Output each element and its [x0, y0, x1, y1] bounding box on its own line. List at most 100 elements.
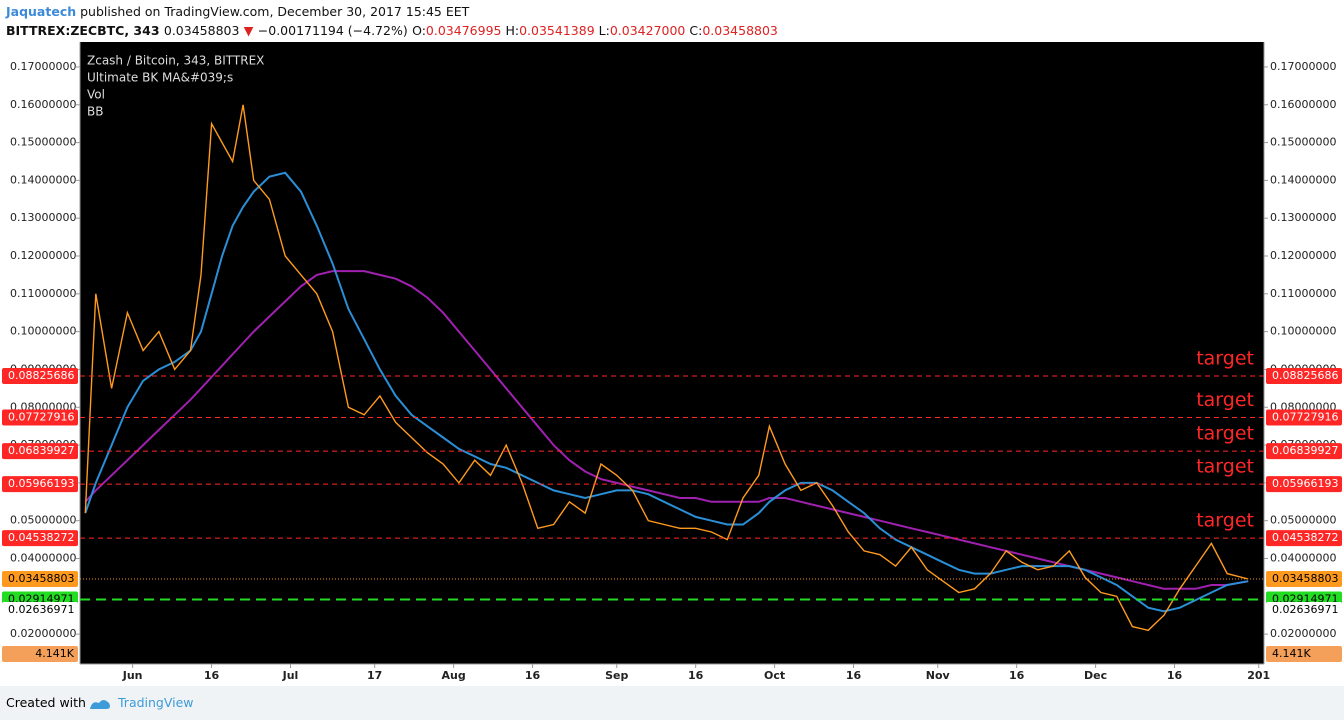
- symbol: BITTREX:ZECBTC, 343: [6, 23, 160, 38]
- c-label: C:: [689, 23, 703, 38]
- x-tick-label: 16: [846, 669, 862, 682]
- y-tick-label: 0.16000000: [10, 98, 76, 111]
- header-line: Jaquatech published on TradingView.com, …: [6, 2, 778, 21]
- price-label-box: [1266, 368, 1342, 385]
- y-tick-label: 0.17000000: [10, 60, 76, 73]
- target-note: target: [1196, 423, 1254, 445]
- volume-label-box: [2, 646, 78, 662]
- footer: Created with TradingView: [0, 686, 1344, 720]
- price-label: 0.02636971: [1272, 603, 1338, 616]
- price-label: 0.07727916: [1272, 411, 1338, 424]
- logo: [90, 700, 110, 709]
- price-label: 0.04538272: [1272, 531, 1338, 544]
- legend-line: Zcash / Bitcoin, 343, BITTREX: [87, 54, 264, 68]
- x-tick-label: Sep: [605, 669, 628, 682]
- header: Jaquatech published on TradingView.com, …: [6, 2, 778, 40]
- target-note: target: [1196, 456, 1254, 478]
- price-label-box: [1266, 570, 1342, 587]
- price-label-box: [2, 368, 78, 385]
- volume-label-box: [1266, 646, 1342, 662]
- close: 0.03458803: [702, 23, 778, 38]
- high: 0.03541389: [519, 23, 595, 38]
- x-tick-label: Jul: [282, 669, 299, 682]
- change: −0.00171194 (−4.72%): [257, 23, 408, 38]
- target-note: target: [1196, 510, 1254, 532]
- x-tick-label: 16: [525, 669, 541, 682]
- y-tick-label: 0.10000000: [1270, 325, 1336, 338]
- x-tick-label: Dec: [1084, 669, 1107, 682]
- y-tick-label: 0.04000000: [10, 552, 76, 565]
- x-tick-label: 16: [688, 669, 704, 682]
- o-label: O:: [412, 23, 426, 38]
- price-label: 0.06839927: [8, 444, 74, 457]
- x-tick-label: Jun: [122, 669, 143, 682]
- arrow: ▼: [243, 23, 254, 38]
- brand[interactable]: TradingView: [118, 695, 194, 710]
- created-with: Created with: [6, 695, 86, 710]
- x-tick-label: 16: [1167, 669, 1183, 682]
- price-label: 0.08825686: [1272, 369, 1338, 382]
- l-label: L:: [598, 23, 610, 38]
- price-label: 0.05966193: [8, 477, 74, 490]
- x-tick-label: Aug: [442, 669, 466, 682]
- open: 0.03476995: [425, 23, 502, 38]
- y-tick-label: 0.02000000: [10, 627, 76, 640]
- y-tick-label: 0.12000000: [10, 249, 76, 262]
- price-label-box: [2, 570, 78, 587]
- y-tick-label: 0.04000000: [1270, 552, 1336, 565]
- price-label-box: [2, 409, 78, 426]
- price-label: 0.03458803: [1272, 572, 1338, 585]
- y-tick-label: 0.16000000: [1270, 98, 1336, 111]
- price-label: 0.06839927: [1272, 444, 1338, 457]
- price-label-box: [1266, 409, 1342, 426]
- y-tick-label: 0.15000000: [1270, 136, 1336, 149]
- price-label-box: [1266, 443, 1342, 460]
- x-tick-label: 17: [367, 669, 382, 682]
- series-line: [84, 270, 1249, 590]
- y-tick-label: 0.02000000: [1270, 627, 1336, 640]
- x-tick-label: Oct: [764, 669, 785, 682]
- price-label-box: [1266, 602, 1342, 619]
- price-label: 0.04538272: [8, 531, 74, 544]
- x-tick-label: 16: [1009, 669, 1025, 682]
- price-label: 0.07727916: [8, 411, 74, 424]
- y-tick-label: 0.14000000: [1270, 173, 1336, 186]
- volume-label: 4.141K: [35, 647, 74, 660]
- quote-line: BITTREX:ZECBTC, 343 0.03458803 ▼ −0.0017…: [6, 21, 778, 40]
- y-tick-label: 0.13000000: [10, 211, 76, 224]
- h-label: H:: [505, 23, 520, 38]
- chart: 0.02000000 0.02000000 0.04000000 0.04000000…: [2, 42, 1342, 682]
- price-label: 0.05966193: [1272, 477, 1338, 490]
- target-note: target: [1196, 389, 1254, 411]
- legend-line: Vol: [87, 88, 105, 102]
- price-label-box: [1266, 530, 1342, 547]
- x-tick-label: 201: [1247, 669, 1270, 682]
- price-label: 0.02636971: [8, 603, 74, 616]
- price-label-box: [2, 602, 78, 619]
- y-tick-label: 0.12000000: [1270, 249, 1336, 262]
- y-tick-label: 0.11000000: [1270, 287, 1336, 300]
- author[interactable]: Jaquatech: [6, 4, 77, 19]
- target-note: target: [1196, 348, 1254, 370]
- series-line: [84, 171, 1249, 613]
- plot-area: [80, 42, 1264, 664]
- y-tick-label: 0.05000000: [10, 514, 76, 527]
- x-tick-label: Nov: [926, 669, 951, 682]
- price-label-box: [1266, 476, 1342, 493]
- low: 0.03427000: [609, 23, 686, 38]
- y-tick-label: 0.13000000: [1270, 211, 1336, 224]
- price-label: 0.08825686: [8, 369, 74, 382]
- y-tick-label: 0.11000000: [10, 287, 76, 300]
- price-label: 0.03458803: [8, 572, 74, 585]
- legend-line: BB: [87, 105, 103, 119]
- y-tick-label: 0.15000000: [10, 136, 76, 149]
- series-line: [84, 104, 1249, 632]
- x-tick-label: 16: [204, 669, 220, 682]
- y-tick-label: 0.17000000: [1270, 60, 1336, 73]
- y-tick-label: 0.10000000: [10, 325, 76, 338]
- volume-label: 4.141K: [1272, 647, 1311, 660]
- y-tick-label: 0.05000000: [1270, 514, 1336, 527]
- last: 0.03458803: [163, 23, 240, 38]
- published: published on TradingView.com, December 3…: [80, 4, 470, 19]
